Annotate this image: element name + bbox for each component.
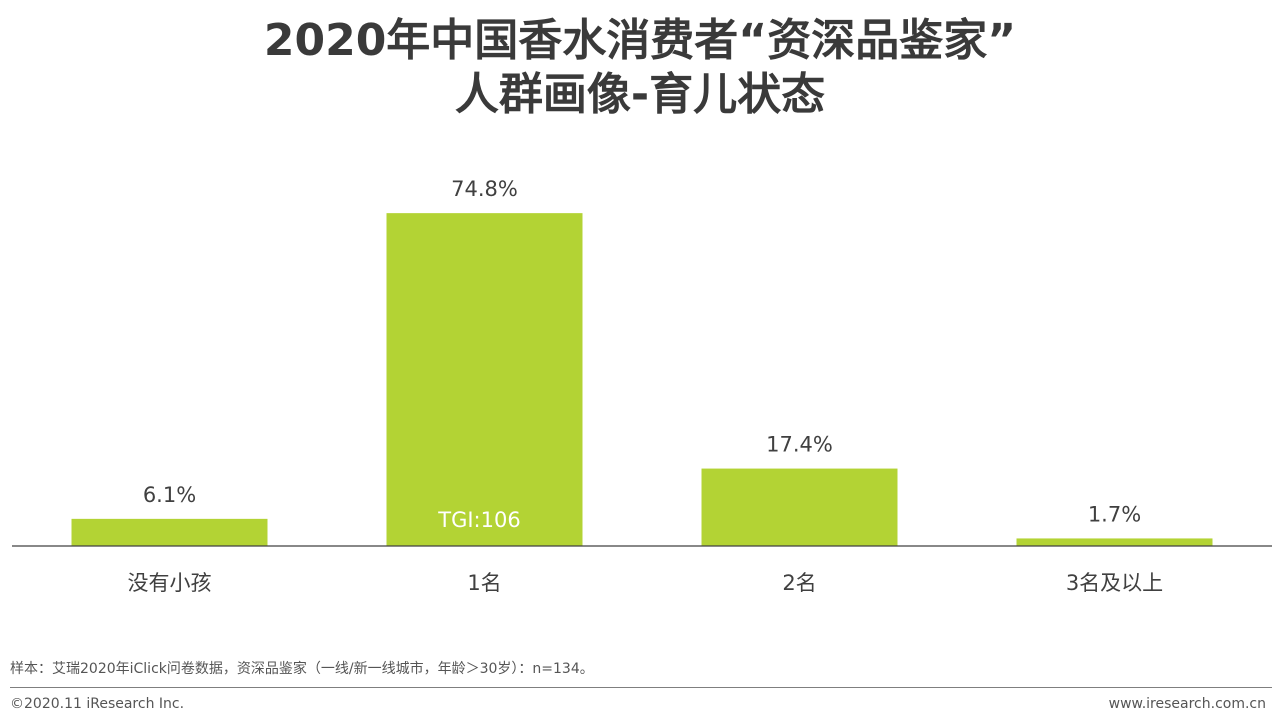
chart-title-line-2: 人群画像-育儿状态	[454, 69, 826, 120]
bar-1	[71, 518, 268, 546]
footer-divider	[10, 687, 1272, 688]
bar-value-label-1: 6.1%	[143, 483, 196, 507]
bar-chart: 6.1% 没有小孩 74.8% 1名 TGI:106 17.4% 2名 1.7% 3名及以上	[12, 177, 1272, 595]
bar-value-label-4: 1.7%	[1088, 502, 1141, 526]
x-tick-label-4: 3名及以上	[1066, 571, 1163, 595]
bar-2	[386, 213, 583, 546]
copyright-text: ©2020.11 iResearch Inc.	[10, 696, 185, 712]
bar-value-label-3: 17.4%	[766, 433, 833, 457]
x-tick-label-1: 没有小孩	[128, 571, 212, 595]
bar-value-label-2: 74.8%	[451, 177, 518, 201]
x-tick-label-3: 2名	[782, 571, 816, 595]
x-tick-label-2: 1名	[467, 571, 501, 595]
sample-note: 样本：艾瑞2020年iClick问卷数据，资深品鉴家（一线/新一线城市，年龄＞3…	[10, 661, 594, 677]
website-link[interactable]: www.iresearch.com.cn	[1108, 696, 1266, 712]
chart-title-line-1: 2020年中国香水消费者“资深品鉴家”	[263, 15, 1017, 66]
chart-title: 2020年中国香水消费者“资深品鉴家” 人群画像-育儿状态	[0, 14, 1280, 122]
bar-4	[1016, 538, 1213, 546]
tgi-annotation: TGI:106	[437, 508, 520, 532]
bar-3	[701, 468, 898, 546]
